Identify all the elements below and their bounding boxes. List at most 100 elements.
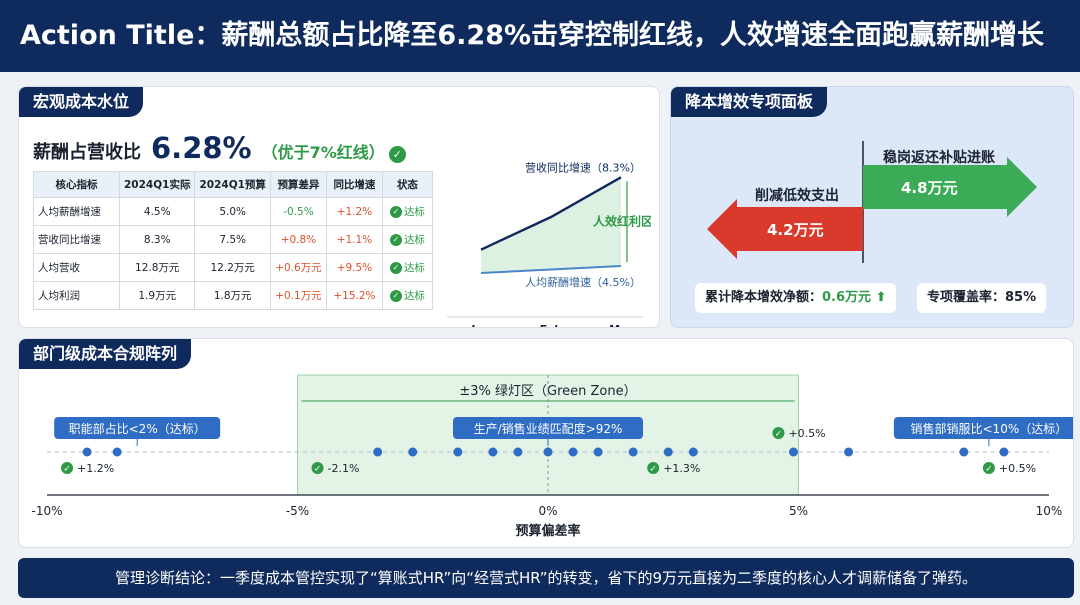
data-point xyxy=(844,447,854,457)
table-cell: 1.8万元 xyxy=(194,281,271,310)
check-circle-icon: ✓ xyxy=(388,146,406,163)
table-row: 人均薪酬增速 4.5% 5.0% -0.5% +1.2% ✓ 达标 xyxy=(33,197,433,226)
up-arrow-icon: ⬆ xyxy=(871,290,887,305)
macro-cost-card: 宏观成本水位 薪酬占营收比 6.28% （优于7%红线） ✓ 核心指标 2024Q… xyxy=(18,86,660,328)
table-header-cell: 预算差异 xyxy=(269,171,327,198)
net-value: 0.6万元 xyxy=(822,290,872,305)
data-point xyxy=(593,447,603,457)
data-point xyxy=(568,447,578,457)
table-header-cell: 2024Q1预算 xyxy=(194,171,271,198)
dept-compliance-card: 部门级成本合规阵列 ±3% 绿灯区（Green Zone） -10% -5% 0% 5%… xyxy=(18,338,1074,548)
annotation-label: 人效红利区 xyxy=(593,214,651,229)
point-label: +0.5% xyxy=(999,462,1036,475)
left-arrow-icon xyxy=(707,199,863,259)
x-tick-label: -10% xyxy=(31,504,62,518)
group-badge xyxy=(893,417,1073,439)
metrics-table: 核心指标 2024Q1实际 2024Q1预算 预算差异 同比增速 状态 人均薪酬增速 4.5… xyxy=(33,171,433,310)
table-header-cell: 核心指标 xyxy=(33,171,120,198)
data-point xyxy=(488,447,498,457)
table-cell: 12.8万元 xyxy=(118,253,196,282)
table-cell: ✓ 达标 xyxy=(381,253,433,282)
deviation-scatter-chart: ±3% 绿灯区（Green Zone） -10% -5% 0% 5% 10% 预算偏差率 职能… xyxy=(31,374,1073,539)
left-arrow-label: 削减低效支出 xyxy=(755,188,839,204)
check-mark: ✓ xyxy=(314,465,322,475)
group-badge xyxy=(453,417,643,439)
check-mark: ✓ xyxy=(649,465,657,475)
x-tick-label: Mar xyxy=(609,323,633,328)
red-dividend-area xyxy=(481,177,621,273)
table-cell: 8.3% xyxy=(118,225,196,254)
x-tick-label: Jan xyxy=(470,323,490,328)
table-cell: +15.2% xyxy=(325,281,383,310)
table-cell: 5.0% xyxy=(194,197,271,226)
group-badge xyxy=(54,417,221,439)
table-header-cell: 状态 xyxy=(381,171,433,198)
net-label: 累计降本增效净额： xyxy=(705,290,823,305)
point-label: +1.3% xyxy=(663,462,700,475)
group-badge-label: 销售部销服比<10%（达标） xyxy=(911,421,1068,436)
coverage-pill: 专项覆盖率：85% xyxy=(917,283,1047,313)
group-badge-label: 生产/销售业绩匹配度>92% xyxy=(474,421,623,436)
net-savings-pill: 累计降本增效净额：0.6万元 ⬆ xyxy=(695,283,897,313)
table-cell: 人均营收 xyxy=(33,253,120,282)
table-cell: 营收同比增速 xyxy=(33,225,120,254)
page-title: Action Title：薪酬总额占比降至6.28%击穿控制红线，人效增速全面跑… xyxy=(0,0,1080,72)
ratio-value: 6.28% xyxy=(151,131,252,165)
ratio-row: 薪酬占营收比 6.28% （优于7%红线） ✓ xyxy=(33,131,406,165)
growth-line-chart: 人效红利区 营收同比增速（8.3%） 人均薪酬增速（4.5%） Jan Feb Mar xyxy=(447,160,651,328)
data-point xyxy=(959,447,969,457)
table-cell: ✓ 达标 xyxy=(381,225,433,254)
data-point xyxy=(82,447,92,457)
table-header-cell: 同比增速 xyxy=(325,171,383,198)
series-line xyxy=(480,265,622,274)
x-tick-label: 5% xyxy=(789,504,808,518)
table-cell: 7.5% xyxy=(194,225,271,254)
table-cell: +0.6万元 xyxy=(269,253,327,282)
table-cell: +1.1% xyxy=(325,225,383,254)
macro-tab: 宏观成本水位 xyxy=(19,87,144,117)
right-arrow-value: 4.8万元 xyxy=(901,179,958,197)
table-cell: 人均薪酬增速 xyxy=(33,197,120,226)
table-cell: +9.5% xyxy=(325,253,383,282)
series-line xyxy=(480,176,622,251)
data-point xyxy=(112,447,122,457)
table-cell: ✓ 达标 xyxy=(381,197,433,226)
zone-label: ±3% 绿灯区（Green Zone） xyxy=(459,384,636,399)
right-arrow-icon xyxy=(863,157,1037,217)
point-label: -2.1% xyxy=(328,462,360,475)
table-cell: 1.9万元 xyxy=(118,281,196,310)
data-point xyxy=(408,447,418,457)
table-cell: +0.1万元 xyxy=(269,281,327,310)
series-label: 营收同比增速（8.3%） xyxy=(525,160,641,174)
x-tick-label: Feb xyxy=(540,323,563,328)
ratio-label: 薪酬占营收比 xyxy=(33,142,141,163)
data-point xyxy=(628,447,638,457)
check-circle-icon xyxy=(311,462,324,474)
check-mark: ✓ xyxy=(775,430,783,440)
table-header-cell: 2024Q1实际 xyxy=(118,171,196,198)
table-cell: 12.2万元 xyxy=(194,253,271,282)
table-cell: 4.5% xyxy=(118,197,196,226)
point-label: +1.2% xyxy=(77,462,114,475)
data-point xyxy=(543,447,553,457)
table-row: 人均营收 12.8万元 12.2万元 +0.6万元 +9.5% ✓ 达标 xyxy=(33,253,433,282)
table-cell: ✓ 达标 xyxy=(381,281,433,310)
check-circle-icon: ✓ xyxy=(389,206,402,218)
check-circle-icon xyxy=(61,462,74,474)
coverage-value: 85% xyxy=(1005,290,1037,305)
panel-arrows xyxy=(707,141,1037,263)
point-label: +0.5% xyxy=(788,427,825,440)
diagnosis-footer: 管理诊断结论：一季度成本管控实现了“算账式HR”向“经营式HR”的转变，省下的9… xyxy=(18,558,1074,598)
data-point xyxy=(453,447,463,457)
x-tick-label: -5% xyxy=(286,504,309,518)
table-header-row: 核心指标 2024Q1实际 2024Q1预算 预算差异 同比增速 状态 xyxy=(33,171,433,198)
table-cell: -0.5% xyxy=(269,197,327,226)
check-mark: ✓ xyxy=(985,465,993,475)
table-cell: 人均利润 xyxy=(33,281,120,310)
check-mark: ✓ xyxy=(63,465,71,475)
check-circle-icon xyxy=(772,427,785,439)
table-row: 营收同比增速 8.3% 7.5% +0.8% +1.1% ✓ 达标 xyxy=(33,225,433,254)
check-circle-icon: ✓ xyxy=(389,234,402,246)
coverage-label: 专项覆盖率： xyxy=(927,290,1006,305)
data-point xyxy=(999,447,1009,457)
